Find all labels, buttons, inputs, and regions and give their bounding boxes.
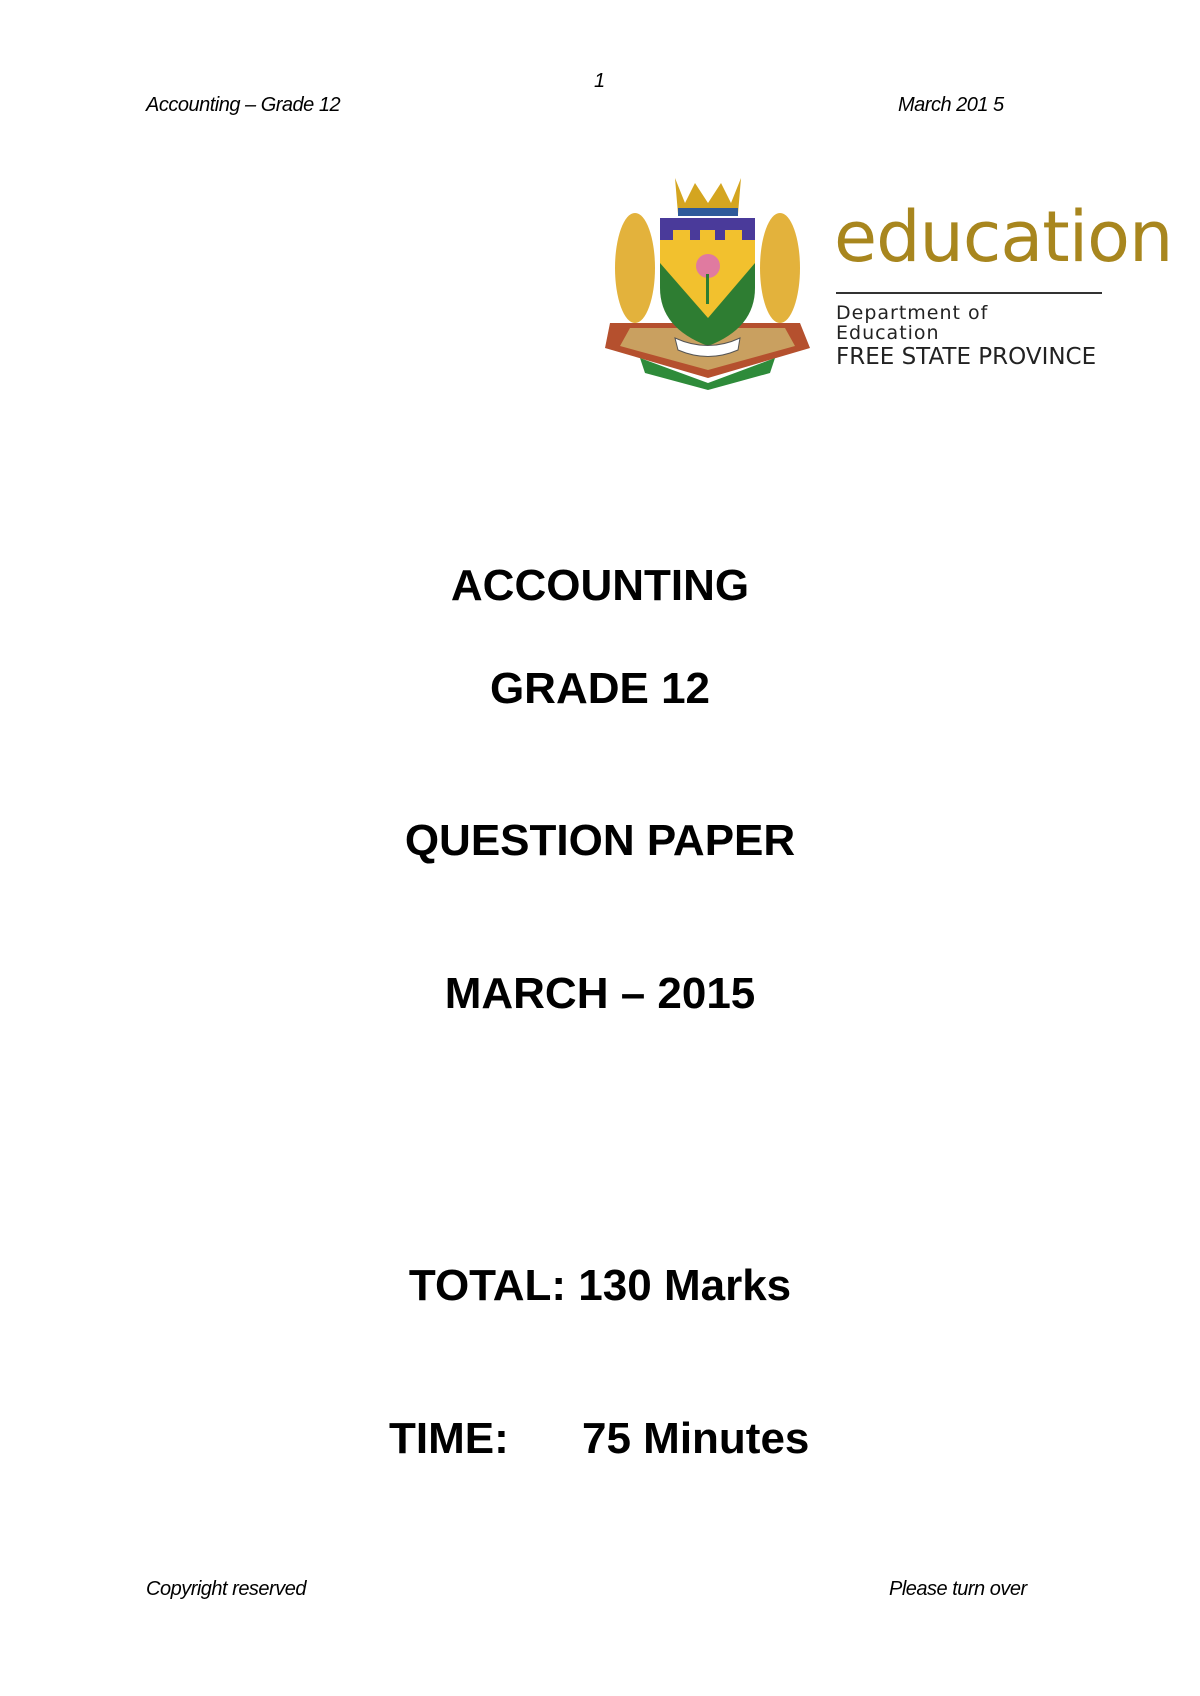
- footer-left: Copyright reserved: [146, 1578, 306, 1600]
- header-left: Accounting – Grade 12: [146, 94, 341, 116]
- logo-wordmark: education: [834, 196, 1173, 278]
- total-marks: TOTAL: 130 Marks: [408, 1261, 792, 1310]
- date-title: MARCH – 2015: [444, 969, 756, 1018]
- page-number: 1: [594, 70, 605, 92]
- logo-line1: Department of: [836, 302, 989, 324]
- logo-line3: FREE STATE PROVINCE: [836, 344, 1097, 370]
- time-label: TIME:: [389, 1414, 509, 1463]
- paper-title: QUESTION PAPER: [404, 816, 796, 865]
- logo-divider: [836, 292, 1102, 294]
- subject-title: ACCOUNTING: [450, 561, 750, 610]
- header-right: March 201 5: [898, 94, 1004, 116]
- coat-of-arms-logo: [605, 178, 810, 390]
- footer-right: Please turn over: [889, 1578, 1027, 1600]
- time-value: 75 Minutes: [582, 1414, 810, 1463]
- grade-title: GRADE 12: [489, 664, 711, 713]
- logo-line2: Education: [836, 322, 940, 344]
